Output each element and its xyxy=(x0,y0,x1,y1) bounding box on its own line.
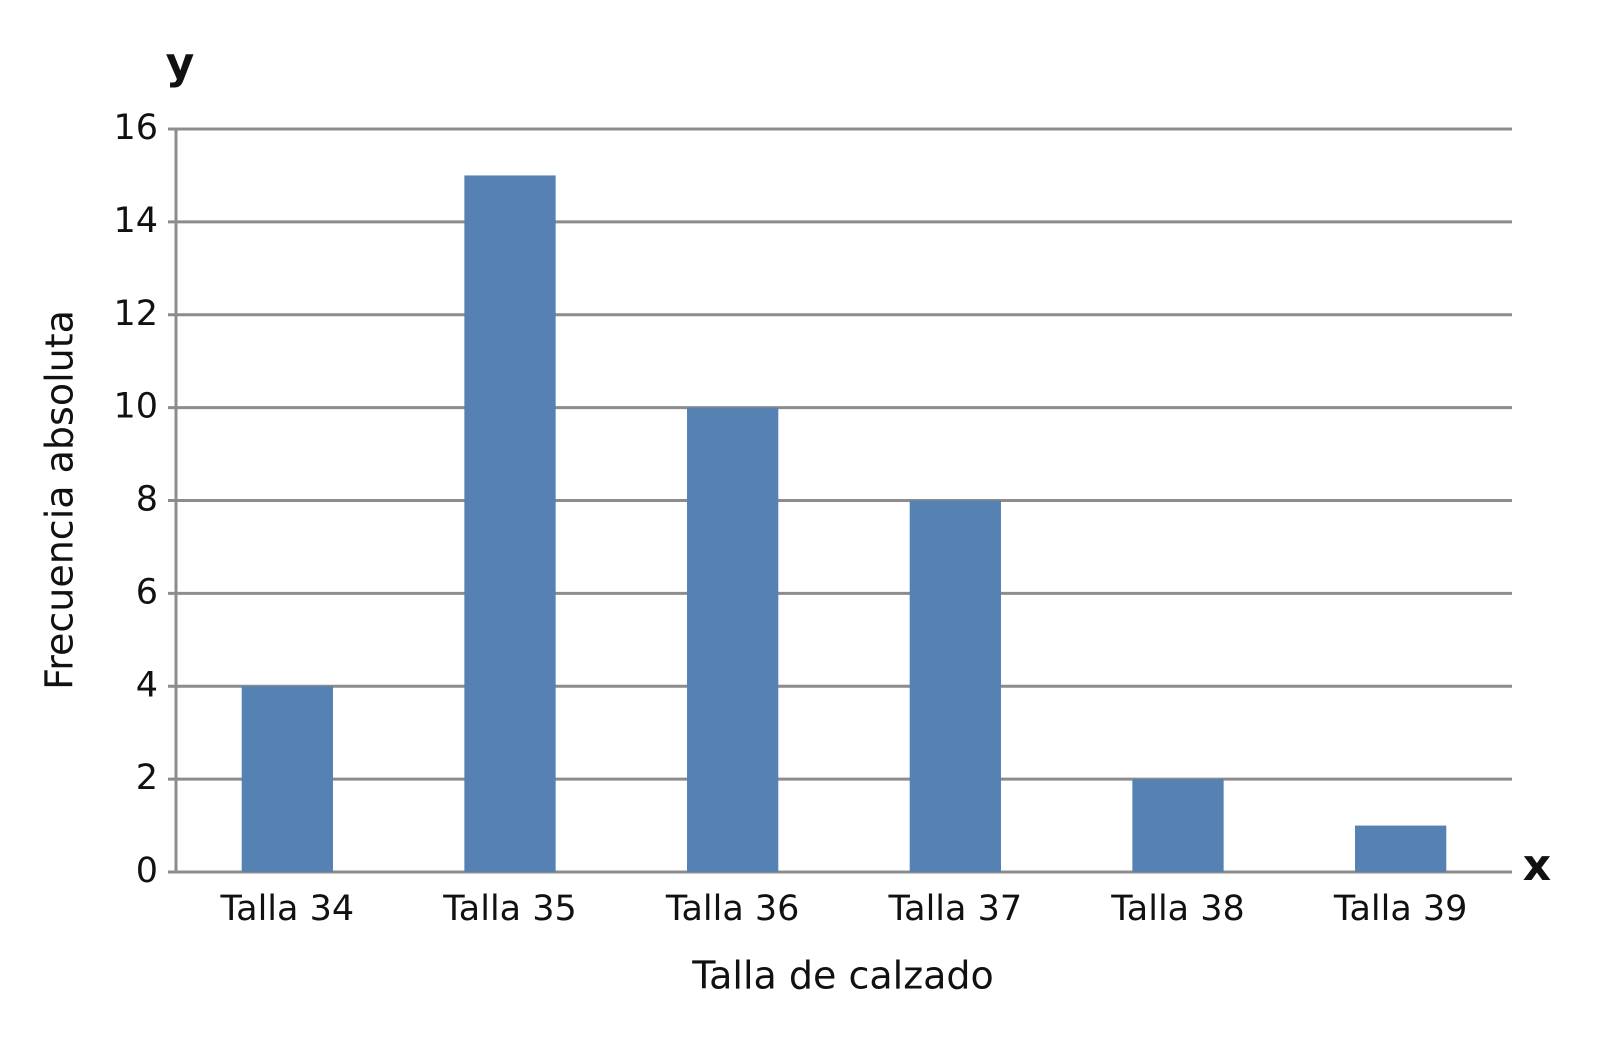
y-tick-label: 2 xyxy=(136,758,158,798)
y-tick-label: 10 xyxy=(113,387,158,427)
x-axis-title: Talla de calzado xyxy=(691,954,994,998)
bar xyxy=(909,500,1001,872)
y-tick-label: 6 xyxy=(136,572,158,612)
bar xyxy=(1132,779,1224,872)
x-tick-label: Talla 39 xyxy=(1333,889,1468,929)
y-axis-letter: y xyxy=(166,38,195,89)
y-tick-label: 16 xyxy=(113,108,158,148)
bar xyxy=(241,686,333,872)
bar xyxy=(687,407,779,872)
y-axis-title: Frecuencia absoluta xyxy=(38,310,82,690)
y-tick-label: 14 xyxy=(113,201,158,241)
bar xyxy=(1355,825,1447,872)
y-tick-label: 4 xyxy=(136,665,158,705)
x-tick-label: Talla 38 xyxy=(1110,889,1245,929)
y-tick-label: 12 xyxy=(113,294,158,334)
y-tick-label: 8 xyxy=(136,480,158,520)
x-tick-label: Talla 34 xyxy=(220,889,355,929)
bar xyxy=(464,175,556,872)
x-tick-label: Talla 35 xyxy=(442,889,577,929)
x-tick-label: Talla 37 xyxy=(888,889,1023,929)
y-tick-label: 0 xyxy=(136,851,158,891)
x-tick-label: Talla 36 xyxy=(665,889,800,929)
x-axis-letter: x xyxy=(1523,840,1551,891)
